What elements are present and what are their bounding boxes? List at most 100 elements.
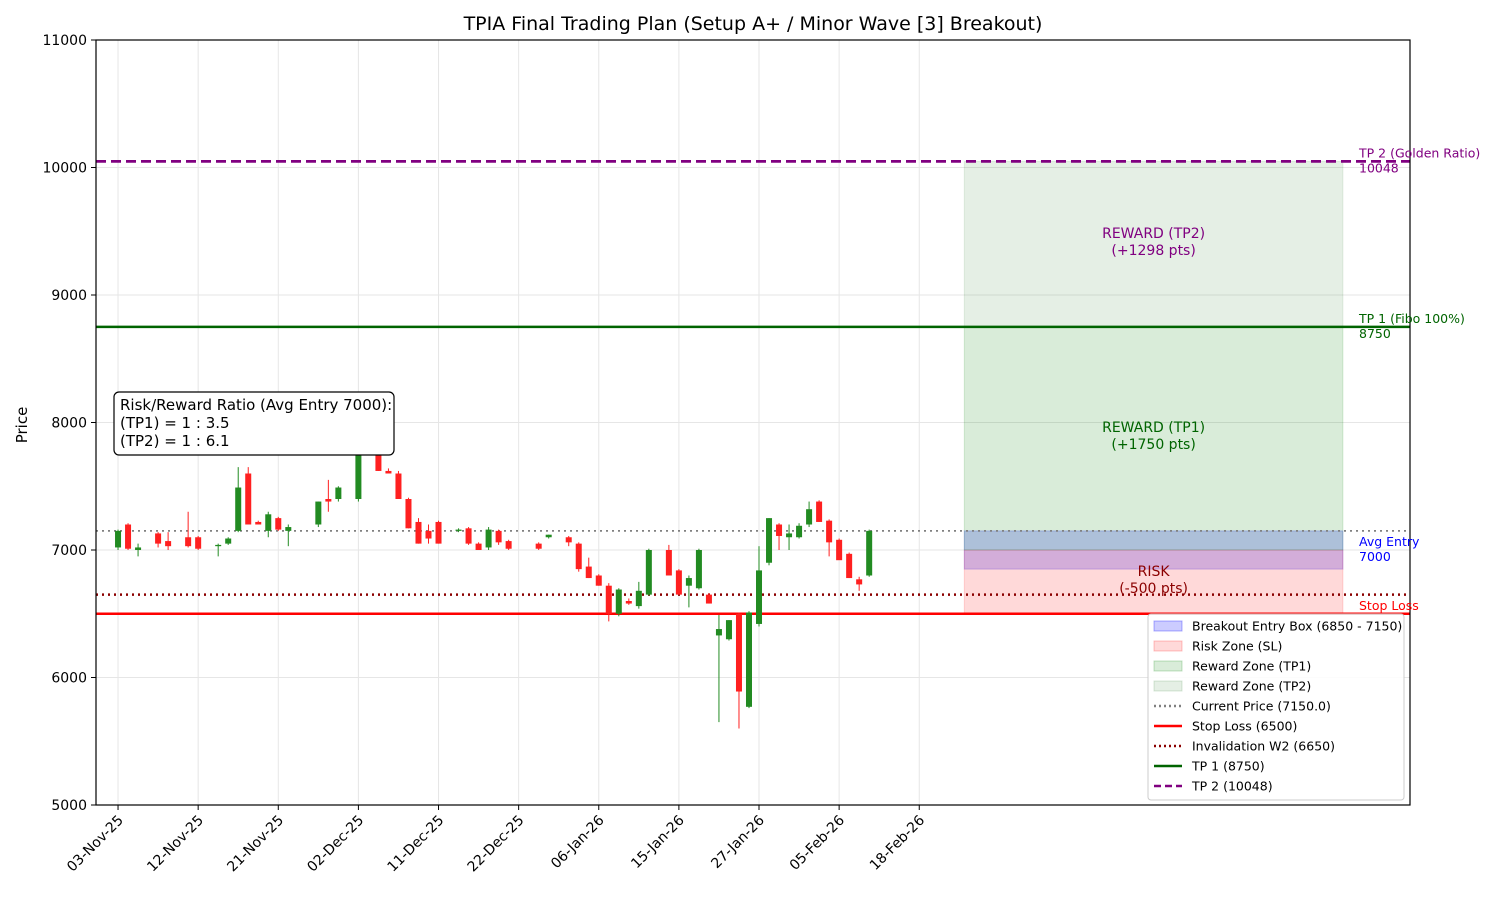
x-tick-label: 27-Jan-26: [708, 812, 768, 872]
candle: [866, 529, 873, 577]
risk-reward-box: Risk/Reward Ratio (Avg Entry 7000): (TP1…: [113, 391, 395, 456]
candle: [425, 524, 432, 544]
candle-body: [645, 550, 652, 595]
candle-body: [806, 509, 813, 525]
candle: [415, 518, 422, 544]
level-label-name: TP 1 (Fibo 100%): [1358, 311, 1465, 326]
legend-swatch: [1153, 620, 1183, 632]
candle: [585, 557, 592, 579]
candle-body: [255, 521, 262, 525]
chart-title: TPIA Final Trading Plan (Setup A+ / Mino…: [463, 13, 1043, 35]
candle: [265, 511, 272, 538]
zone-3: [963, 160, 1344, 328]
candle-body: [135, 547, 142, 550]
candle: [275, 516, 282, 531]
candle: [185, 511, 192, 548]
candle-body: [725, 620, 732, 640]
candle-body: [315, 501, 322, 525]
candle: [756, 546, 763, 627]
zone-annotation-value: (+1298 pts): [1111, 243, 1195, 259]
candle-body: [715, 629, 722, 636]
candle: [405, 497, 412, 529]
y-tick-label: 7000: [51, 543, 87, 559]
candle-body: [415, 521, 422, 544]
candle-body: [796, 525, 803, 538]
candle-body: [756, 570, 763, 624]
legend-label: Reward Zone (TP1): [1192, 659, 1311, 674]
candle: [465, 527, 472, 545]
y-tick-label: 11000: [42, 33, 87, 49]
candles: [115, 435, 873, 729]
candle-body: [615, 589, 622, 614]
candle: [235, 467, 242, 533]
candle: [796, 523, 803, 539]
candle: [776, 523, 783, 550]
candle-body: [545, 534, 552, 538]
candle-body: [505, 541, 512, 549]
candle-body: [675, 570, 682, 595]
x-tick-label: 15-Jan-26: [628, 812, 688, 872]
zone-annotation-value: (-500 pts): [1119, 581, 1188, 597]
candle-body: [745, 612, 752, 707]
y-tick-label: 8000: [51, 416, 87, 432]
candle-body: [595, 575, 602, 586]
legend-label: Risk Zone (SL): [1192, 639, 1282, 654]
legend-entry: Reward Zone (TP2): [1153, 679, 1311, 694]
candle: [455, 528, 462, 533]
candle: [826, 519, 833, 557]
candle: [695, 548, 702, 590]
y-tick-label: 6000: [51, 671, 87, 687]
candle: [245, 467, 252, 525]
legend-entry: Invalidation W2 (6650): [1154, 739, 1335, 754]
candle: [575, 542, 582, 572]
candle-body: [816, 501, 823, 522]
candle: [735, 612, 742, 729]
candle: [766, 518, 773, 566]
candle: [715, 615, 722, 723]
legend-frame: [1147, 613, 1405, 801]
candle: [225, 537, 232, 545]
x-tick-label: 18-Feb-26: [867, 812, 928, 873]
legend-swatch: [1153, 680, 1183, 692]
candle-body: [605, 585, 612, 614]
candle-body: [125, 524, 132, 549]
candle: [255, 520, 262, 525]
candle-body: [435, 521, 442, 544]
candle: [165, 532, 172, 550]
zone-annotation-title: REWARD (TP2): [1102, 226, 1205, 242]
candle: [705, 593, 712, 604]
candle: [846, 552, 853, 579]
candle-body: [375, 448, 382, 471]
candle-body: [335, 487, 342, 499]
candle: [545, 534, 552, 539]
annotations: REWARD (TP2)(+1298 pts) REWARD (TP1)(+175…: [1102, 226, 1205, 597]
candle: [806, 501, 813, 528]
candle-body: [195, 537, 202, 549]
candle: [856, 576, 863, 591]
legend-entry: TP 1 (8750): [1154, 759, 1265, 774]
x-tick-label: 03-Nov-25: [64, 813, 127, 876]
candle: [625, 598, 632, 605]
candle-body: [165, 541, 172, 547]
candle: [615, 588, 622, 617]
legend-swatch: [1153, 640, 1183, 652]
x-tick-label: 02-Dec-25: [304, 813, 367, 876]
candle: [155, 532, 162, 548]
candle: [685, 575, 692, 608]
candle: [285, 524, 292, 547]
candle-body: [225, 538, 232, 544]
risk-reward-line-1: Risk/Reward Ratio (Avg Entry 7000):: [120, 396, 392, 414]
candle-body: [766, 518, 773, 563]
legend-swatch: [1153, 660, 1183, 672]
candle: [505, 539, 512, 550]
candle-body: [856, 579, 863, 585]
level-label-value: 8750: [1359, 326, 1391, 341]
candle: [125, 523, 132, 550]
candle: [786, 524, 793, 550]
risk-reward-line-2: (TP1) = 1 : 3.5: [120, 414, 230, 432]
zone-2: [963, 326, 1344, 551]
legend-entry: Current Price (7150.0): [1154, 699, 1331, 714]
candle: [195, 535, 202, 550]
y-tick-label: 5000: [51, 798, 87, 814]
